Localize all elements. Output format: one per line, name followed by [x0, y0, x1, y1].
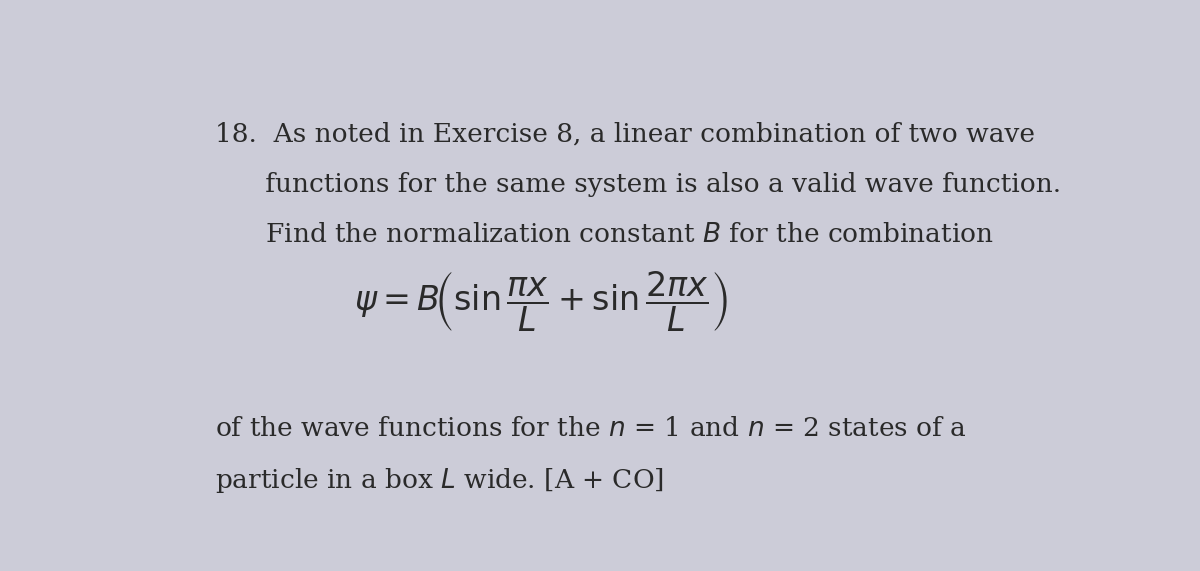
Text: $\psi = B\!\left(\sin\dfrac{\pi x}{L} + \sin\dfrac{2\pi x}{L}\right)$: $\psi = B\!\left(\sin\dfrac{\pi x}{L} + …: [354, 270, 727, 334]
Text: particle in a box $L$ wide. [A + CO]: particle in a box $L$ wide. [A + CO]: [215, 467, 664, 496]
Text: 18.  As noted in Exercise 8, a linear combination of two wave: 18. As noted in Exercise 8, a linear com…: [215, 121, 1036, 146]
Text: Find the normalization constant $B$ for the combination: Find the normalization constant $B$ for …: [215, 222, 994, 247]
Text: of the wave functions for the $n$ = 1 and $n$ = 2 states of a: of the wave functions for the $n$ = 1 an…: [215, 416, 967, 441]
Text: functions for the same system is also a valid wave function.: functions for the same system is also a …: [215, 172, 1061, 197]
